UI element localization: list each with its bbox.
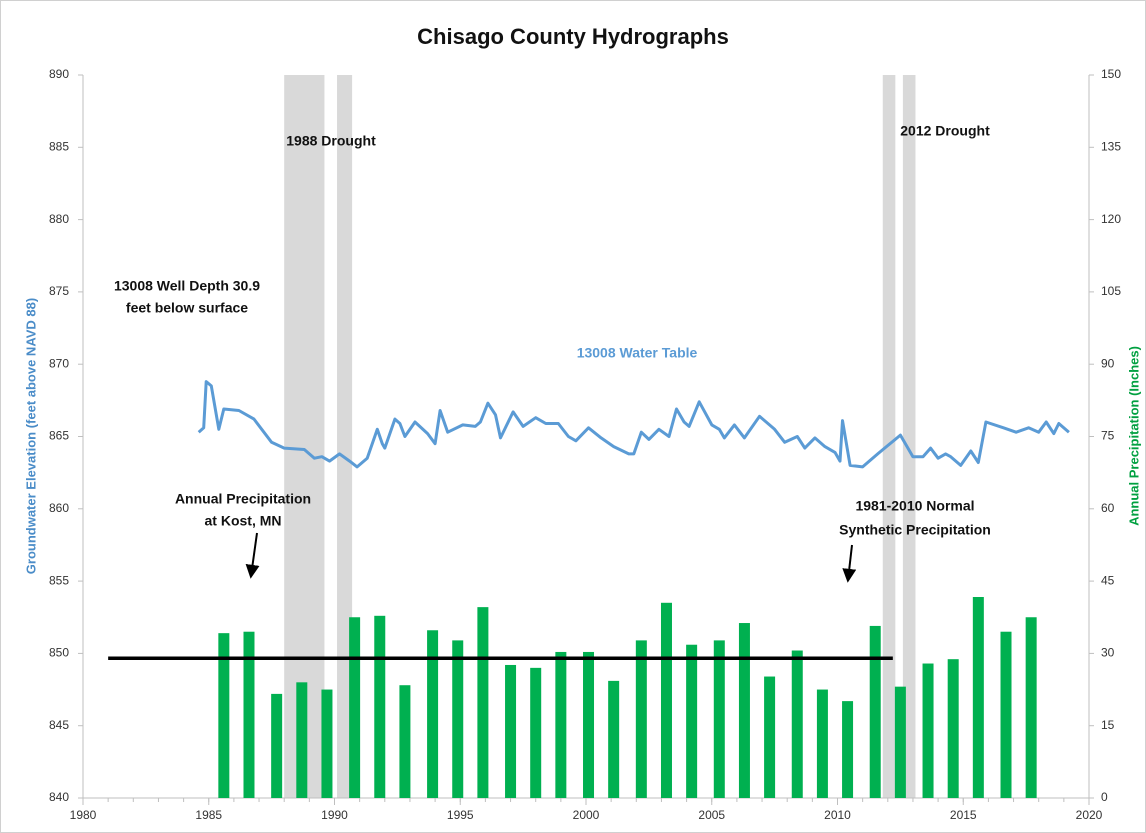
bar bbox=[660, 602, 672, 798]
bar bbox=[869, 625, 881, 798]
x-tick-label: 2015 bbox=[950, 808, 977, 822]
y2-tick-label: 60 bbox=[1101, 501, 1115, 515]
bar bbox=[243, 631, 255, 798]
bar bbox=[791, 650, 803, 798]
y2-tick-label: 75 bbox=[1101, 429, 1115, 443]
y-tick-label: 890 bbox=[49, 67, 69, 81]
y2-axis-label: Annual Precipitation (Inches) bbox=[1126, 346, 1141, 526]
bar bbox=[530, 667, 542, 798]
y-tick-label: 845 bbox=[49, 718, 69, 732]
x-tick-label: 2010 bbox=[824, 808, 851, 822]
bar bbox=[972, 597, 984, 798]
y-tick-label: 880 bbox=[49, 212, 69, 226]
x-tick-label: 1985 bbox=[195, 808, 222, 822]
bar bbox=[1025, 617, 1037, 798]
series-label: 13008 Water Table bbox=[577, 345, 698, 361]
annotation: 13008 Well Depth 30.9 bbox=[114, 278, 260, 294]
bar bbox=[635, 640, 647, 798]
y2-tick-label: 135 bbox=[1101, 139, 1121, 153]
x-tick-label: 2020 bbox=[1076, 808, 1103, 822]
y2-tick-label: 120 bbox=[1101, 212, 1121, 226]
y-tick-label: 885 bbox=[49, 139, 69, 153]
y-tick-label: 840 bbox=[49, 790, 69, 804]
bar bbox=[218, 633, 230, 798]
chart-title: Chisago County Hydrographs bbox=[417, 24, 729, 49]
bar bbox=[1000, 631, 1012, 798]
arrow bbox=[842, 544, 857, 583]
y-tick-label: 865 bbox=[49, 429, 69, 443]
bar bbox=[374, 615, 386, 798]
y2-tick-label: 45 bbox=[1101, 573, 1115, 587]
annotation: feet below surface bbox=[126, 300, 248, 316]
y-tick-label: 870 bbox=[49, 356, 69, 370]
bar bbox=[349, 617, 361, 798]
y-tick-label: 875 bbox=[49, 284, 69, 298]
y-tick-label: 860 bbox=[49, 501, 69, 515]
y2-tick-label: 0 bbox=[1101, 790, 1108, 804]
y2-tick-label: 30 bbox=[1101, 646, 1115, 660]
bar bbox=[427, 630, 439, 798]
y2-tick-label: 105 bbox=[1101, 284, 1121, 298]
drought-band bbox=[337, 75, 353, 798]
annotation: 1988 Drought bbox=[286, 133, 376, 149]
bar bbox=[738, 623, 750, 798]
annotation: Synthetic Precipitation bbox=[839, 522, 991, 538]
bar bbox=[713, 640, 725, 798]
bar bbox=[947, 659, 959, 798]
x-tick-label: 1990 bbox=[321, 808, 348, 822]
bar bbox=[321, 689, 333, 798]
bar bbox=[583, 651, 595, 798]
water-table-line bbox=[197, 380, 1070, 469]
y2-tick-label: 150 bbox=[1101, 67, 1121, 81]
y-tick-label: 855 bbox=[49, 573, 69, 587]
bar bbox=[477, 607, 489, 798]
y-axis-label: Groundwater Elevation (feet above NAVD 8… bbox=[23, 298, 38, 574]
drought-band bbox=[284, 75, 325, 798]
y2-tick-label: 90 bbox=[1101, 356, 1115, 370]
bar bbox=[271, 693, 283, 798]
y2-tick-label: 15 bbox=[1101, 718, 1115, 732]
x-tick-label: 1980 bbox=[70, 808, 97, 822]
drought-band bbox=[882, 75, 896, 798]
bar bbox=[296, 682, 308, 798]
x-tick-label: 2005 bbox=[698, 808, 725, 822]
annotation: at Kost, MN bbox=[205, 513, 282, 529]
bar bbox=[842, 701, 854, 798]
bar bbox=[505, 664, 517, 798]
bar bbox=[555, 651, 567, 798]
annotation: 1981-2010 Normal bbox=[855, 498, 974, 514]
bar bbox=[894, 686, 906, 798]
drought-band bbox=[902, 75, 916, 798]
annotation: Annual Precipitation bbox=[175, 491, 311, 507]
bar bbox=[686, 644, 698, 798]
x-tick-label: 2000 bbox=[573, 808, 600, 822]
plot-area: 1980 1985 1990 1995 2000 2005 2010 2015 2020 840 8… bbox=[49, 67, 1121, 822]
bar bbox=[452, 640, 464, 798]
bar bbox=[922, 663, 934, 798]
bar bbox=[816, 689, 828, 798]
y-tick-label: 850 bbox=[49, 646, 69, 660]
bar bbox=[399, 685, 411, 798]
bar bbox=[608, 680, 620, 798]
bar bbox=[764, 676, 776, 798]
x-tick-label: 1995 bbox=[447, 808, 474, 822]
arrow bbox=[245, 532, 260, 579]
annotation: 2012 Drought bbox=[900, 123, 990, 139]
